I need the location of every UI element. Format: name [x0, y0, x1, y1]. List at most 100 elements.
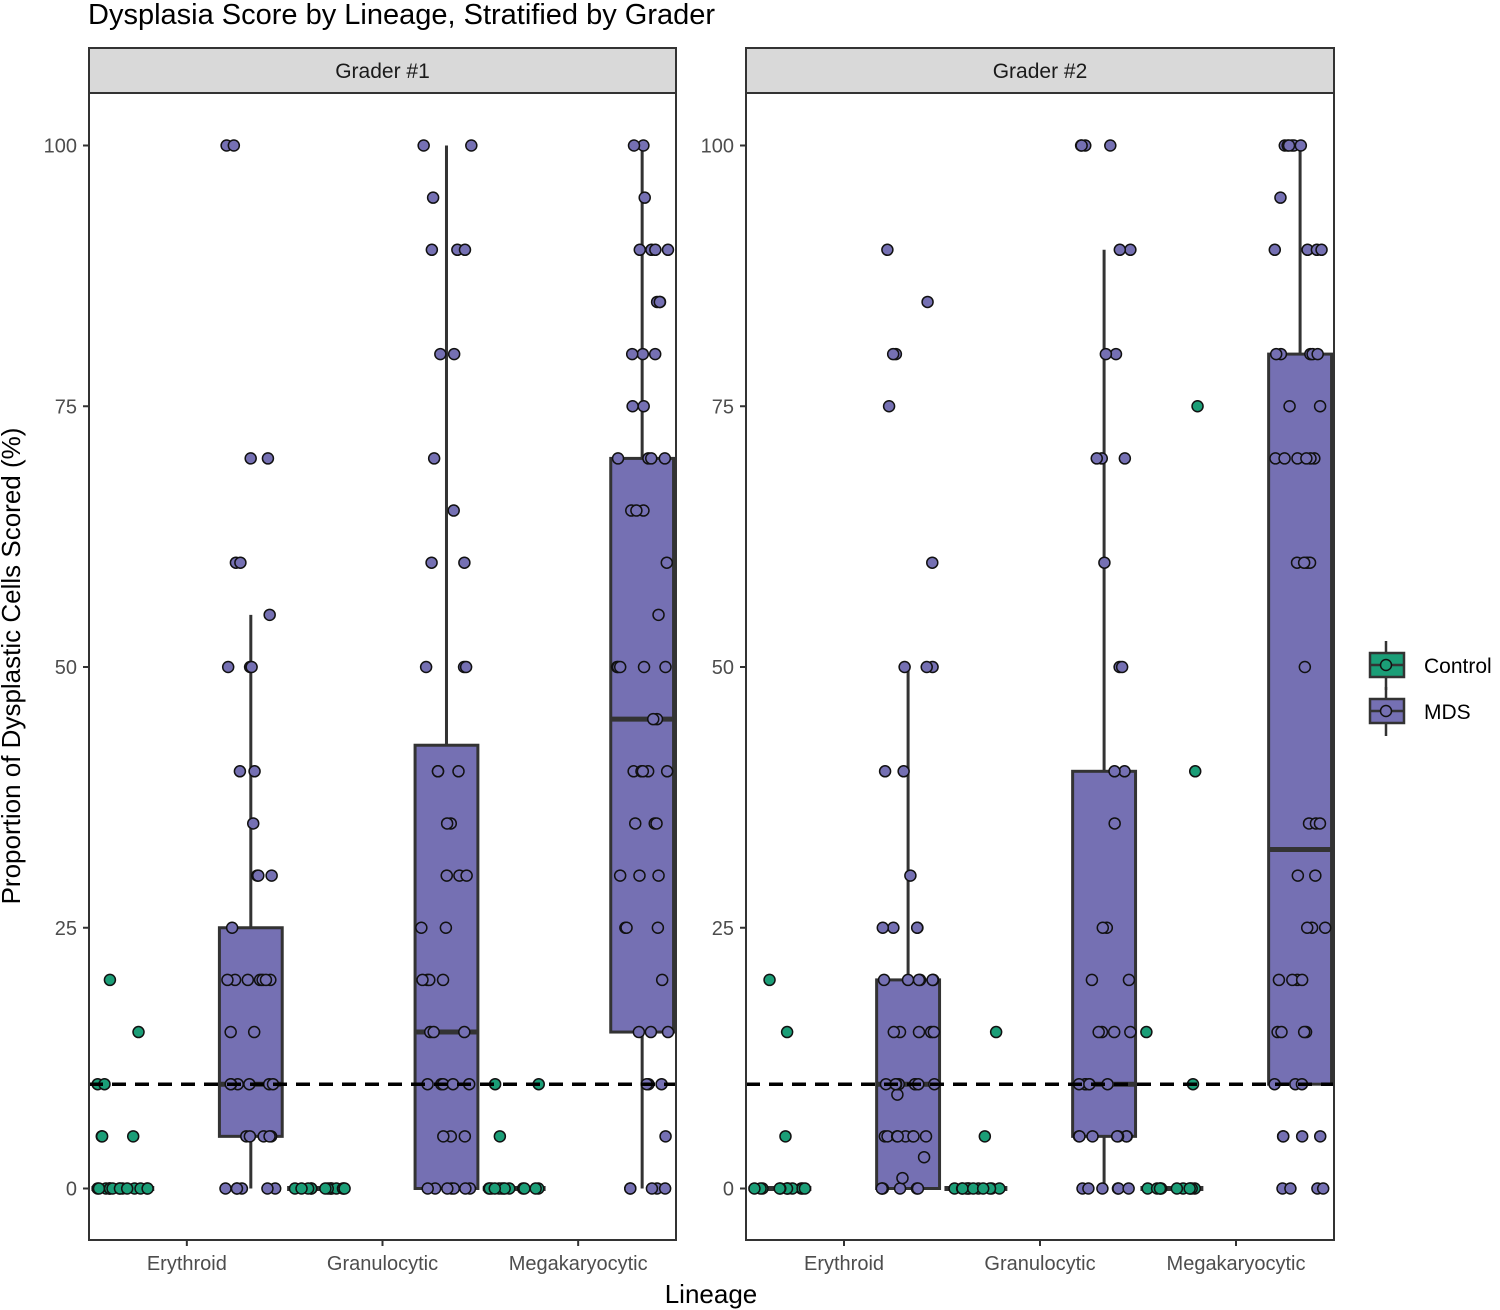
data-point: [1124, 1025, 1137, 1039]
data-point: [645, 1182, 659, 1195]
panel-strip: [88, 47, 677, 94]
y-tick-label: 25: [712, 918, 734, 940]
data-point: [921, 295, 934, 309]
data-point: [243, 1130, 257, 1143]
data-point: [659, 1130, 672, 1143]
data-point: [1188, 765, 1202, 778]
data-point: [653, 295, 667, 309]
data-point: [1309, 869, 1322, 882]
data-point: [1318, 921, 1332, 934]
data-point: [319, 1182, 332, 1195]
data-point: [638, 191, 651, 204]
data-point: [459, 660, 473, 674]
data-point: [613, 869, 627, 882]
x-axis-title: Lineage: [665, 1279, 758, 1309]
data-point: [978, 1130, 992, 1143]
data-point: [1082, 1182, 1095, 1195]
data-point: [263, 608, 276, 622]
legend-item-control: Control: [1368, 641, 1492, 690]
data-point: [875, 1182, 889, 1195]
data-point: [425, 243, 439, 257]
data-point: [338, 1182, 351, 1195]
data-point: [1315, 243, 1328, 257]
data-point: [1140, 1025, 1153, 1039]
box-group-megakaryocytic-control: [482, 1077, 546, 1195]
data-point: [632, 1025, 646, 1039]
x-tick-label: Granulocytic: [327, 1253, 438, 1275]
data-point: [295, 1182, 308, 1195]
data-point: [1099, 347, 1113, 361]
x-tick-label: Megakaryocytic: [1167, 1253, 1306, 1275]
data-point: [611, 452, 625, 465]
data-point: [1096, 1182, 1109, 1195]
data-point: [1153, 1182, 1167, 1195]
x-tick-label: Granulocytic: [984, 1253, 1095, 1275]
legend-key-point: [1379, 658, 1393, 672]
y-tick-label: 50: [55, 657, 77, 679]
data-point: [1313, 1130, 1327, 1143]
data-point: [763, 973, 776, 987]
data-point: [1313, 817, 1327, 830]
data-point: [1183, 1182, 1196, 1195]
panel-plot-area: [746, 93, 1334, 1240]
data-point: [252, 869, 265, 882]
data-point: [427, 1025, 440, 1039]
data-point: [780, 1025, 794, 1039]
data-point: [911, 1182, 925, 1195]
data-point: [261, 452, 275, 465]
data-point: [447, 504, 460, 517]
data-point: [956, 1182, 969, 1195]
legend-label: Control: [1424, 655, 1492, 678]
legend-item-mds: MDS: [1368, 687, 1471, 736]
data-point: [1122, 973, 1136, 987]
data-point: [989, 1025, 1003, 1039]
data-point: [1090, 452, 1104, 465]
data-point: [221, 660, 235, 674]
data-point: [465, 139, 478, 152]
data-point: [650, 817, 663, 830]
data-point: [126, 1130, 140, 1143]
data-point: [926, 973, 939, 987]
panel-strip-label: Grader #2: [993, 60, 1088, 83]
data-point: [426, 191, 440, 204]
data-point: [1274, 191, 1287, 204]
data-point: [1104, 139, 1117, 152]
data-point: [95, 1130, 109, 1143]
data-point: [421, 1182, 434, 1195]
y-axis-title: Proportion of Dysplastic Cells Scored (%…: [0, 428, 26, 905]
box: [1267, 352, 1334, 1086]
data-point: [658, 1182, 672, 1195]
data-point: [458, 1130, 472, 1143]
data-point: [1298, 660, 1312, 674]
data-point: [633, 869, 646, 882]
panel-2: Grader #2 0 25 50 75 100 Erythroid Granulocytic…: [701, 47, 1335, 1275]
data-point: [225, 921, 239, 934]
data-point: [230, 1182, 244, 1195]
data-point: [417, 139, 430, 152]
data-point: [1295, 1130, 1309, 1143]
legend: Control MDS: [1368, 641, 1492, 736]
data-point: [1110, 1130, 1124, 1143]
data-point: [633, 243, 647, 257]
legend-label: MDS: [1424, 701, 1471, 724]
data-point: [882, 400, 896, 413]
x-tick-label: Megakaryocytic: [509, 1253, 648, 1275]
data-point: [644, 1025, 658, 1039]
box-group-granulocytic-control: [287, 1182, 351, 1195]
data-point: [1107, 1025, 1121, 1039]
data-point: [660, 765, 674, 778]
y-tick-label: 0: [723, 1179, 734, 1201]
data-point: [1109, 347, 1123, 361]
data-point: [637, 400, 650, 413]
data-point: [878, 765, 892, 778]
panels-layer: Grader #1 0 25 50 75 100 Erythroid Granulocytic…: [44, 47, 1335, 1275]
data-point: [904, 869, 917, 882]
data-point: [425, 556, 438, 569]
y-tick-label: 100: [701, 136, 734, 158]
data-point: [927, 1025, 941, 1039]
data-point: [773, 1182, 786, 1195]
data-point: [419, 660, 433, 674]
data-point: [434, 347, 447, 361]
data-point: [458, 243, 472, 257]
data-point: [458, 556, 471, 569]
